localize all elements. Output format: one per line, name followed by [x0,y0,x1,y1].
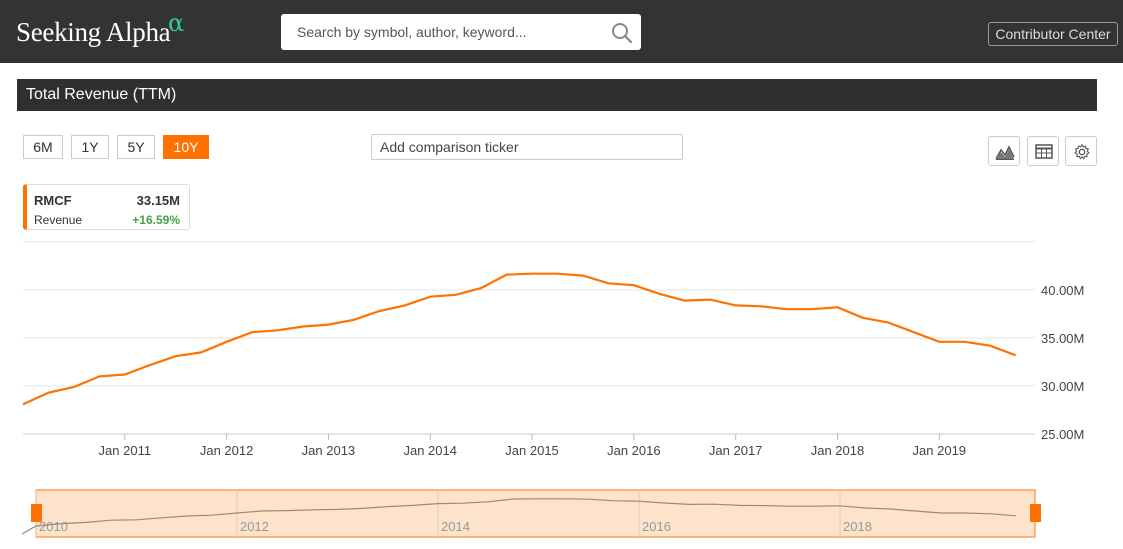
legend-value: 33.15M [136,193,180,208]
x-tick-label: Jan 2013 [302,443,356,458]
navigator-selection[interactable] [35,489,1036,538]
y-tick-label: 35.00M [1041,331,1084,346]
table-icon [1035,144,1053,159]
search-box [281,14,641,50]
y-tick-label: 25.00M [1041,427,1084,442]
chart-title: Total Revenue (TTM) [17,79,1097,111]
range-navigator[interactable]: 2010 2012 2014 2016 2018 [21,489,1041,538]
range-button-10y[interactable]: 10Y [163,135,209,159]
x-tick-label: Jan 2011 [99,443,152,458]
y-tick-label: 40.00M [1041,283,1084,298]
range-button-5y[interactable]: 5Y [117,135,155,159]
navigator-year-label: 2012 [240,519,269,534]
x-tick-label: Jan 2016 [607,443,661,458]
x-tick-label: Jan 2012 [200,443,254,458]
x-tick-label: Jan 2017 [709,443,763,458]
range-button-6m[interactable]: 6M [23,135,63,159]
chart-type-button[interactable] [988,136,1020,166]
alpha-logo-glyph: α [168,9,185,37]
range-button-1y[interactable]: 1Y [71,135,109,159]
navigator-year-label: 2016 [642,519,671,534]
table-view-button[interactable] [1027,136,1059,166]
search-icon[interactable] [611,22,633,44]
series-line-rmcf [22,272,1017,406]
navigator-right-handle[interactable] [1030,504,1041,522]
search-input[interactable] [281,14,601,50]
navigator-year-label: 2010 [39,519,68,534]
y-tick-label: 30.00M [1041,379,1084,394]
top-navigation-bar: Seeking Alpha α Contributor Center [0,0,1123,63]
navigator-year-label: 2014 [441,519,470,534]
comparison-ticker-input[interactable] [371,134,683,160]
legend-ticker: RMCF [34,193,72,208]
legend-change: +16.59% [132,213,180,227]
x-tick-label: Jan 2018 [811,443,865,458]
x-tick-label: Jan 2014 [403,443,457,458]
seeking-alpha-logo[interactable]: Seeking Alpha [16,17,171,47]
contributor-center-button[interactable]: Contributor Center [988,22,1118,46]
area-chart-icon [995,145,1015,160]
navigator-year-label: 2018 [843,519,872,534]
navigator-left-handle[interactable] [31,504,42,522]
series-legend: RMCF 33.15M Revenue +16.59% [23,184,190,230]
x-tick-label: Jan 2019 [913,443,967,458]
legend-label: Revenue [34,213,83,227]
gear-icon [1074,143,1090,160]
x-tick-label: Jan 2015 [505,443,559,458]
settings-button[interactable] [1065,136,1097,166]
navigator-series-line [21,498,1016,535]
